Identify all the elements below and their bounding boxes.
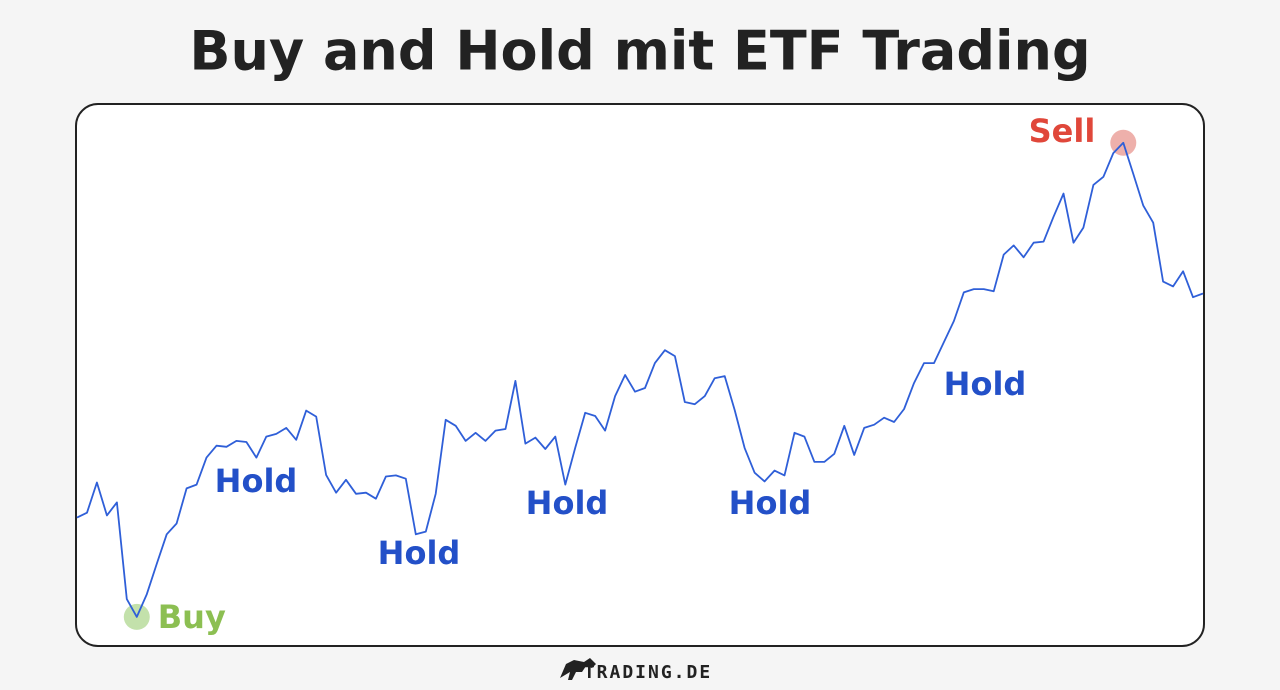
hold-label: Hold: [378, 534, 461, 572]
hold-label: Hold: [729, 484, 812, 522]
hold-label: Hold: [526, 484, 609, 522]
logo-bull: [560, 658, 596, 680]
price-line: [76, 141, 1204, 618]
hold-label: Hold: [944, 365, 1027, 403]
hold-label: Hold: [215, 462, 298, 500]
buy-label: Buy: [158, 598, 226, 636]
logo: TRADING.DE: [560, 658, 712, 683]
sell-label: Sell: [1029, 112, 1096, 150]
chart-title: Buy and Hold mit ETF Trading: [189, 20, 1090, 83]
logo-text: TRADING.DE: [584, 662, 712, 683]
plot-frame: [75, 103, 1205, 647]
